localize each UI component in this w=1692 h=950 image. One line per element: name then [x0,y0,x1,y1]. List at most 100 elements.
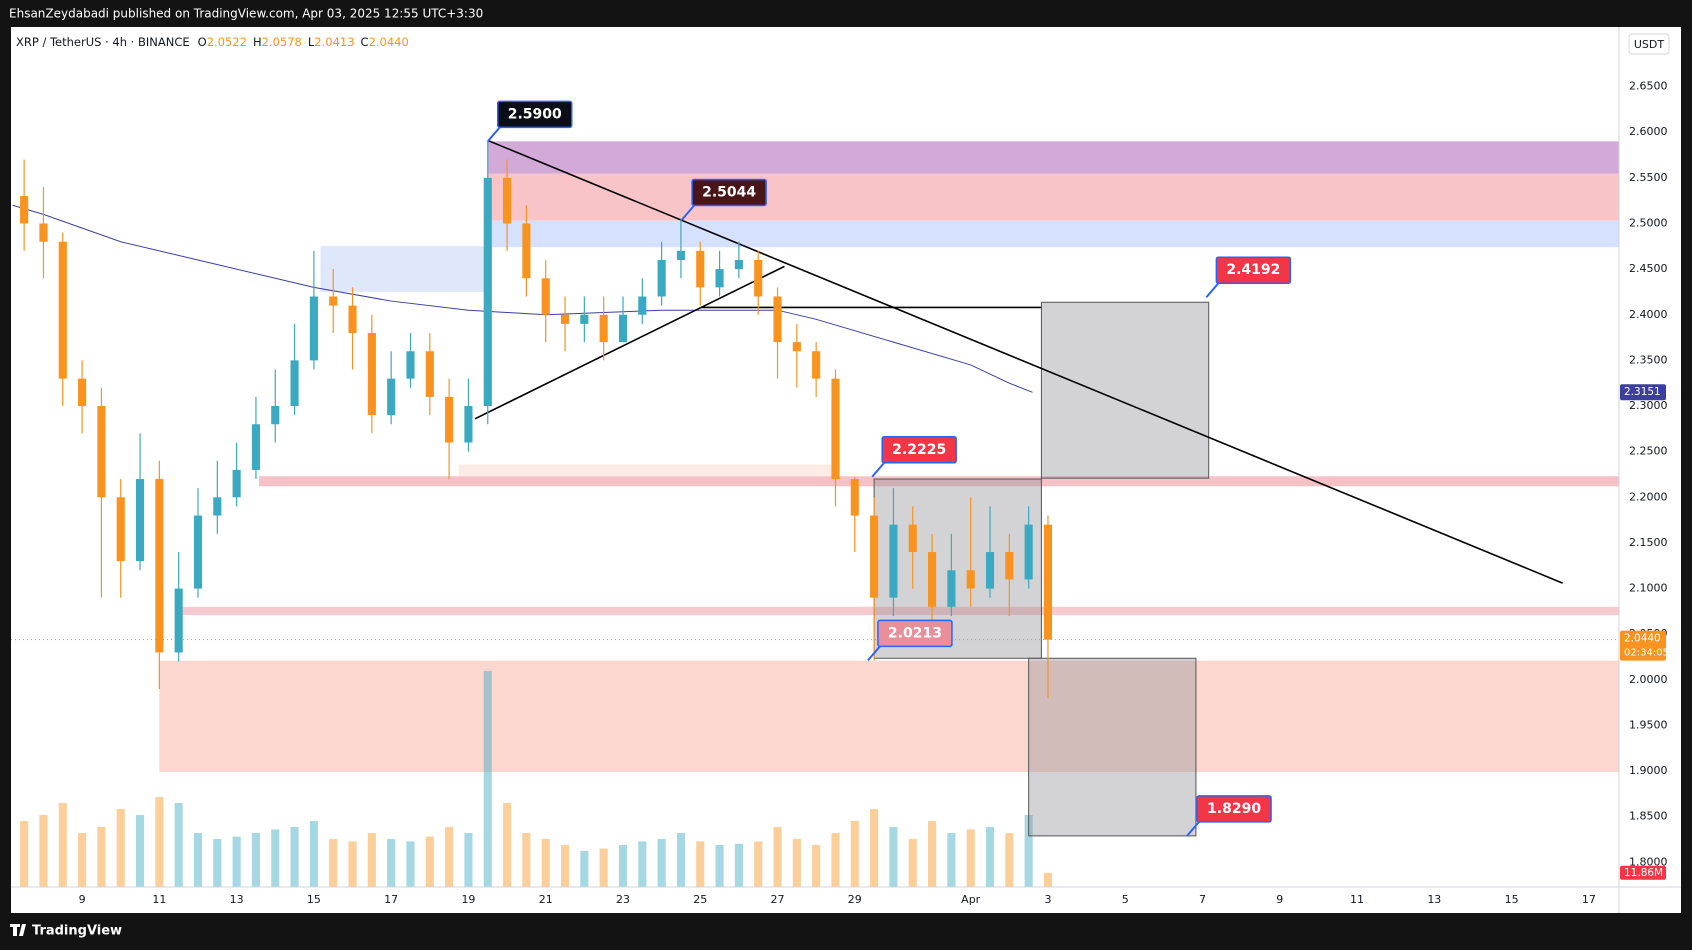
volume-bar [560,845,570,887]
x-tick-label: 3 [1044,893,1051,906]
ohlc-value: 2.0522 [207,35,247,49]
countdown: 02:34:05 [1624,648,1669,659]
candle-body [541,278,550,315]
last-price-tag: 2.0440 [1624,633,1661,645]
volume-bar [754,841,763,887]
candle-body [193,515,203,589]
candle-body [406,351,415,379]
y-tick-label: 2.1500 [1629,536,1668,549]
volume-bar [271,829,280,887]
currency-box[interactable] [1628,33,1670,55]
volume-bar [406,841,415,887]
volume-bar [367,833,376,887]
volume-bar [503,803,512,887]
candle-body [445,396,454,443]
candle-body [947,570,956,607]
volume-bar [541,839,550,887]
x-tick-label: 11 [1350,893,1364,906]
x-tick-label: 11 [152,893,166,906]
candle-body [599,314,608,343]
last-price-tag-box [1620,630,1666,661]
candle-body [251,424,261,470]
price-zone [487,141,1619,174]
x-tick-label: Apr [961,893,981,906]
candle-body [174,588,183,653]
candle-body [985,552,995,589]
candle-body [638,296,647,315]
price-zone [174,606,1619,616]
candle-body [618,314,628,343]
volume-bar [889,827,898,887]
volume-bar [58,803,67,887]
x-tick-label: 7 [1199,893,1206,906]
volume-bar [251,833,261,887]
candle-body [97,406,106,498]
candle-body [522,223,531,279]
x-tick-label: 17 [1582,893,1596,906]
x-tick-label: 15 [307,893,321,906]
callout-line [486,126,501,142]
candle-body [503,177,512,224]
x-tick-label: 13 [230,893,244,906]
candle-body [676,250,685,260]
candle-body [329,296,338,306]
ohlc-value: 2.0440 [369,35,409,49]
y-tick-label: 2.2500 [1629,445,1668,458]
ohlc-letter: H [253,35,262,49]
callout-line [1205,282,1220,298]
price-zone [487,173,1619,221]
volume-bar [464,833,473,887]
price-label: 2.5900 [508,106,562,122]
x-tick-label: 5 [1122,893,1129,906]
volume-bar [908,839,917,887]
candle-body [773,296,782,343]
x-tick-label: 27 [771,893,785,906]
trend-line [487,139,1563,584]
candle-body [271,406,280,425]
y-tick-label: 1.9500 [1629,718,1668,731]
volume-bar [1043,872,1053,887]
price-label: 2.4192 [1226,262,1280,278]
x-tick-label: 9 [1276,893,1283,906]
x-tick-label: 15 [1505,893,1519,906]
volume-bar [20,821,29,887]
volume-bar [97,827,106,887]
volume-bar [116,809,125,887]
x-tick-label: 9 [79,893,86,906]
candle-body [580,314,589,324]
volume-bar [792,839,801,887]
candle-body [812,351,821,379]
y-tick-label: 2.1000 [1629,582,1668,595]
volume-bar [155,797,164,887]
candle-body [792,342,801,352]
footer-bar [0,913,1692,950]
volume-bar [734,843,743,887]
volume-bar [135,815,145,887]
candle-body [425,351,434,397]
candle-body [232,469,241,498]
volume-bar [715,845,724,887]
volume-bar [676,833,685,887]
candle-body [734,259,743,270]
candle-body [850,479,859,516]
candle-body [928,552,937,607]
price-zone [320,246,492,292]
candle-body [1005,552,1014,580]
candle-body [387,378,396,416]
candle-body [20,196,29,224]
candle-body [696,250,705,288]
volume-bar [618,845,628,887]
candle-body [560,314,570,324]
x-tick-label: 21 [539,893,553,906]
y-tick-label: 2.3500 [1629,353,1668,366]
candle-body [464,406,473,443]
volume-bar [174,803,183,887]
price-label-box [1215,256,1292,284]
volume-bar [445,827,454,887]
currency-label: USDT [1634,38,1665,51]
volume-bar [599,848,608,887]
y-tick-label: 2.0000 [1629,673,1668,686]
candle-body [309,296,318,361]
callout-line [871,462,885,478]
volume-bar [947,833,956,887]
